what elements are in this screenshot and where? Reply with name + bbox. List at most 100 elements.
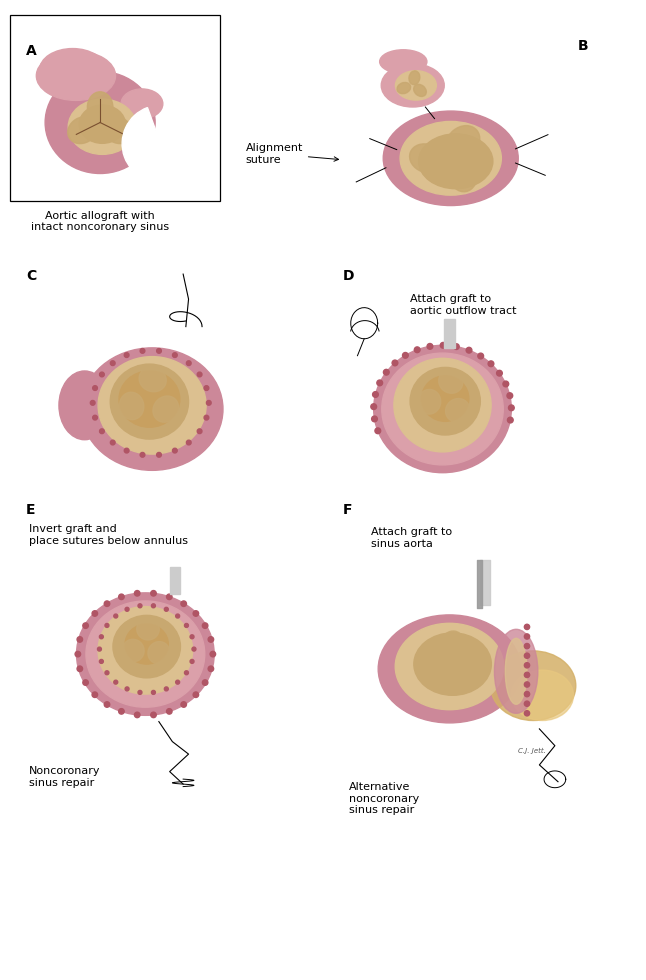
Circle shape — [134, 712, 140, 717]
Circle shape — [185, 623, 189, 627]
Circle shape — [190, 660, 194, 663]
Circle shape — [167, 594, 172, 600]
Ellipse shape — [120, 392, 144, 419]
Circle shape — [375, 428, 380, 434]
Circle shape — [156, 349, 162, 353]
Ellipse shape — [397, 82, 411, 94]
Circle shape — [140, 349, 145, 353]
Circle shape — [124, 448, 129, 453]
Text: Attach graft to
aortic outflow tract: Attach graft to aortic outflow tract — [410, 294, 517, 316]
Circle shape — [104, 702, 110, 708]
Circle shape — [90, 401, 95, 405]
Text: Invert graft and
place sutures below annulus: Invert graft and place sutures below ann… — [29, 524, 188, 546]
Ellipse shape — [113, 615, 180, 678]
Circle shape — [525, 710, 530, 716]
Circle shape — [373, 392, 379, 397]
Text: Attach graft to
sinus aorta: Attach graft to sinus aorta — [371, 527, 453, 549]
Text: D: D — [342, 269, 354, 282]
Ellipse shape — [86, 601, 205, 708]
Text: Alternative
noncoronary
sinus repair: Alternative noncoronary sinus repair — [349, 782, 419, 815]
Circle shape — [392, 360, 398, 366]
Circle shape — [99, 429, 104, 433]
Circle shape — [207, 401, 211, 405]
Circle shape — [114, 614, 118, 618]
Text: E: E — [26, 503, 36, 516]
Ellipse shape — [422, 376, 469, 421]
Circle shape — [507, 393, 513, 399]
Circle shape — [83, 623, 89, 628]
Circle shape — [176, 614, 180, 618]
Circle shape — [204, 416, 209, 420]
Circle shape — [92, 611, 98, 616]
Bar — [444, 319, 455, 348]
Ellipse shape — [125, 624, 169, 664]
Ellipse shape — [413, 84, 426, 96]
Circle shape — [105, 623, 109, 627]
Circle shape — [125, 608, 129, 612]
Circle shape — [167, 709, 172, 714]
Ellipse shape — [137, 618, 160, 640]
Ellipse shape — [439, 369, 463, 393]
Circle shape — [371, 404, 377, 410]
Ellipse shape — [395, 71, 436, 100]
Circle shape — [525, 701, 530, 707]
Circle shape — [202, 623, 208, 628]
Circle shape — [181, 702, 187, 708]
Circle shape — [187, 440, 191, 445]
Circle shape — [138, 691, 142, 695]
Circle shape — [104, 601, 110, 607]
Ellipse shape — [505, 638, 527, 705]
Circle shape — [99, 372, 104, 377]
Ellipse shape — [81, 348, 223, 470]
Ellipse shape — [68, 117, 98, 144]
Circle shape — [402, 353, 408, 359]
Circle shape — [525, 662, 530, 668]
Circle shape — [181, 601, 187, 607]
Wedge shape — [122, 108, 174, 182]
Ellipse shape — [446, 125, 480, 159]
Ellipse shape — [395, 623, 504, 710]
Ellipse shape — [414, 633, 492, 695]
Circle shape — [156, 453, 162, 458]
Ellipse shape — [457, 658, 483, 683]
Ellipse shape — [76, 593, 214, 715]
Circle shape — [151, 691, 156, 695]
Circle shape — [114, 680, 118, 684]
Circle shape — [119, 594, 124, 600]
Circle shape — [197, 372, 202, 377]
Circle shape — [453, 344, 459, 350]
Ellipse shape — [512, 670, 574, 720]
Ellipse shape — [79, 105, 125, 143]
Circle shape — [208, 637, 214, 642]
Circle shape — [110, 361, 115, 366]
Circle shape — [508, 405, 514, 411]
Ellipse shape — [153, 396, 178, 422]
Circle shape — [176, 680, 180, 684]
Ellipse shape — [373, 345, 512, 472]
Ellipse shape — [419, 134, 493, 189]
Text: B: B — [578, 39, 589, 53]
Circle shape — [99, 660, 103, 663]
Circle shape — [204, 386, 209, 390]
Circle shape — [77, 637, 83, 642]
Circle shape — [185, 670, 189, 674]
Circle shape — [151, 712, 156, 717]
Ellipse shape — [68, 99, 136, 155]
Text: Noncoronary
sinus repair: Noncoronary sinus repair — [29, 766, 101, 788]
Ellipse shape — [380, 50, 427, 74]
Circle shape — [525, 692, 530, 697]
Circle shape — [172, 353, 177, 358]
Circle shape — [105, 670, 109, 674]
Circle shape — [125, 687, 129, 691]
Circle shape — [187, 361, 191, 366]
Ellipse shape — [36, 51, 116, 100]
Circle shape — [525, 682, 530, 687]
Circle shape — [92, 416, 98, 420]
Circle shape — [190, 635, 194, 639]
Circle shape — [75, 652, 81, 657]
Ellipse shape — [39, 49, 106, 91]
Circle shape — [427, 344, 433, 349]
Ellipse shape — [446, 399, 470, 422]
Circle shape — [119, 709, 124, 714]
Ellipse shape — [98, 357, 206, 454]
